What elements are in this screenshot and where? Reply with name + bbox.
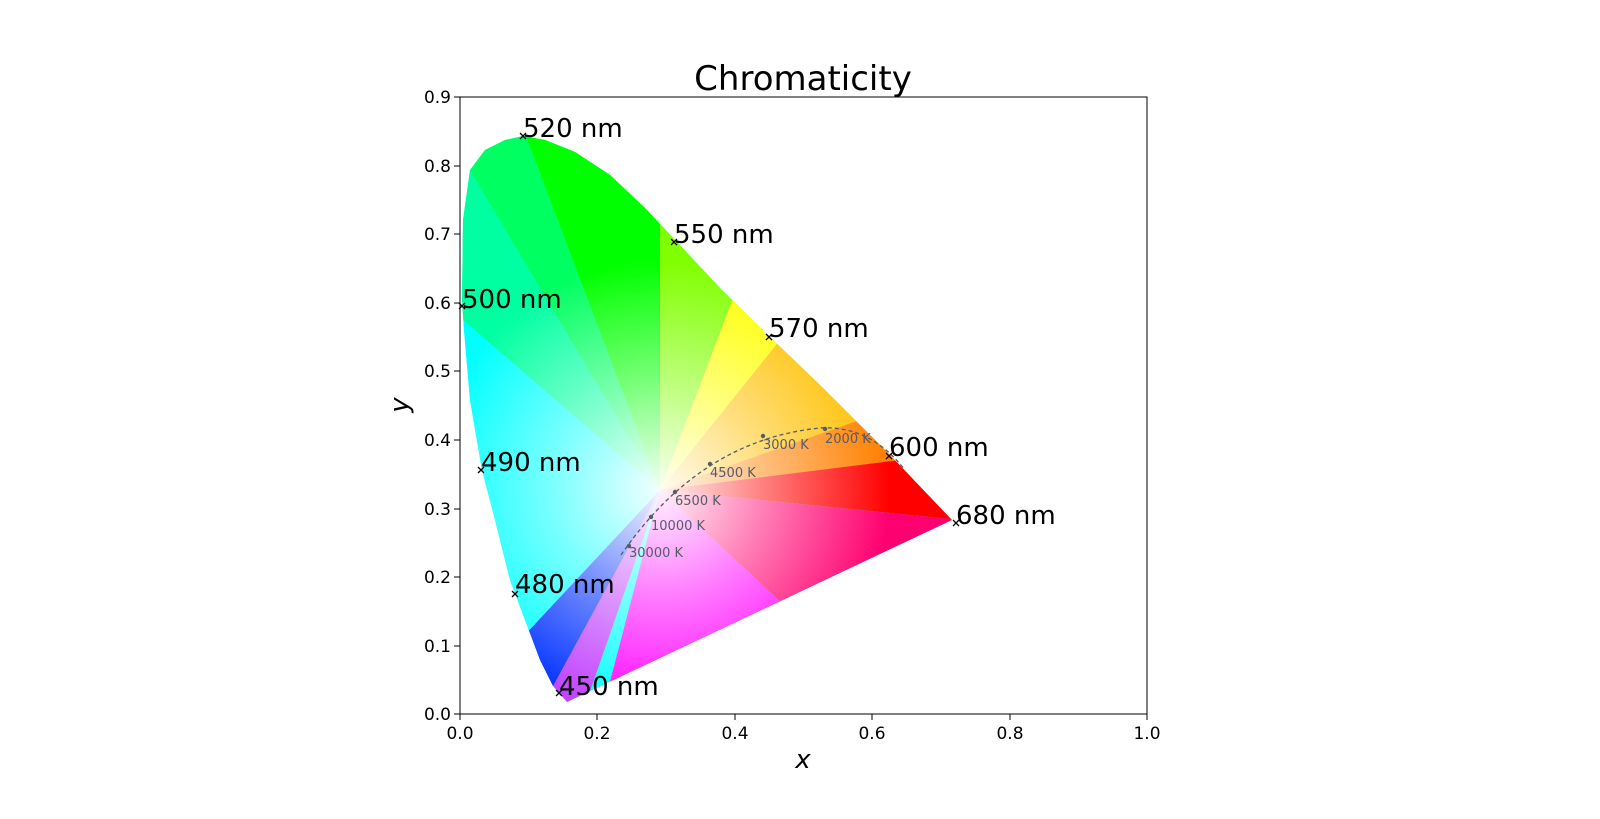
plot-frame — [459, 96, 1148, 715]
y-tick: 0.8 — [424, 157, 451, 177]
x-tick: 0.8 — [996, 724, 1023, 744]
x-tick: 0.2 — [583, 724, 610, 744]
wavelength-label: 480 nm — [515, 570, 615, 600]
x-tick: 0.0 — [446, 724, 473, 744]
chart-title: Chromaticity — [694, 59, 912, 99]
y-axis-label: y — [385, 397, 415, 414]
wavelength-markers — [458, 132, 960, 697]
cct-label: 10000 K — [651, 519, 705, 534]
wavelength-label: 570 nm — [769, 314, 869, 344]
x-axis: 0.0 0.2 0.4 0.6 0.8 1.0 x — [446, 714, 1161, 775]
y-tick: 0.6 — [424, 294, 451, 314]
wavelength-label: 600 nm — [889, 433, 989, 463]
y-tick: 0.9 — [424, 88, 451, 108]
wavelength-label: 550 nm — [674, 220, 774, 250]
y-axis: 0.0 0.1 0.2 0.3 0.4 0.5 0.6 0.7 0.8 0.9 … — [385, 88, 460, 725]
y-tick: 0.5 — [424, 362, 451, 382]
y-tick: 0.4 — [424, 431, 451, 451]
wavelength-label: 500 nm — [462, 285, 562, 315]
cct-label: 3000 K — [763, 438, 809, 453]
y-tick: 0.1 — [424, 637, 451, 657]
x-axis-label: x — [794, 745, 811, 775]
y-tick: 0.3 — [424, 500, 451, 520]
wavelength-label: 490 nm — [481, 448, 581, 478]
planckian-locus: 30000 K 10000 K 6500 K 4500 K 3000 K 200… — [620, 426, 906, 561]
chromaticity-gamut — [462, 136, 952, 702]
x-tick: 0.6 — [858, 724, 885, 744]
wavelength-label: 520 nm — [523, 114, 623, 144]
x-tick: 1.0 — [1133, 724, 1160, 744]
wavelength-label: 450 nm — [559, 672, 659, 702]
cct-label: 2000 K — [825, 432, 871, 447]
cct-label: 4500 K — [710, 466, 756, 481]
y-tick: 0.2 — [424, 568, 451, 588]
y-tick: 0.7 — [424, 225, 451, 245]
cct-label: 6500 K — [675, 494, 721, 509]
wavelength-label: 680 nm — [956, 501, 1056, 531]
cct-label: 30000 K — [629, 546, 683, 561]
y-tick: 0.0 — [424, 705, 451, 725]
x-tick: 0.4 — [721, 724, 748, 744]
